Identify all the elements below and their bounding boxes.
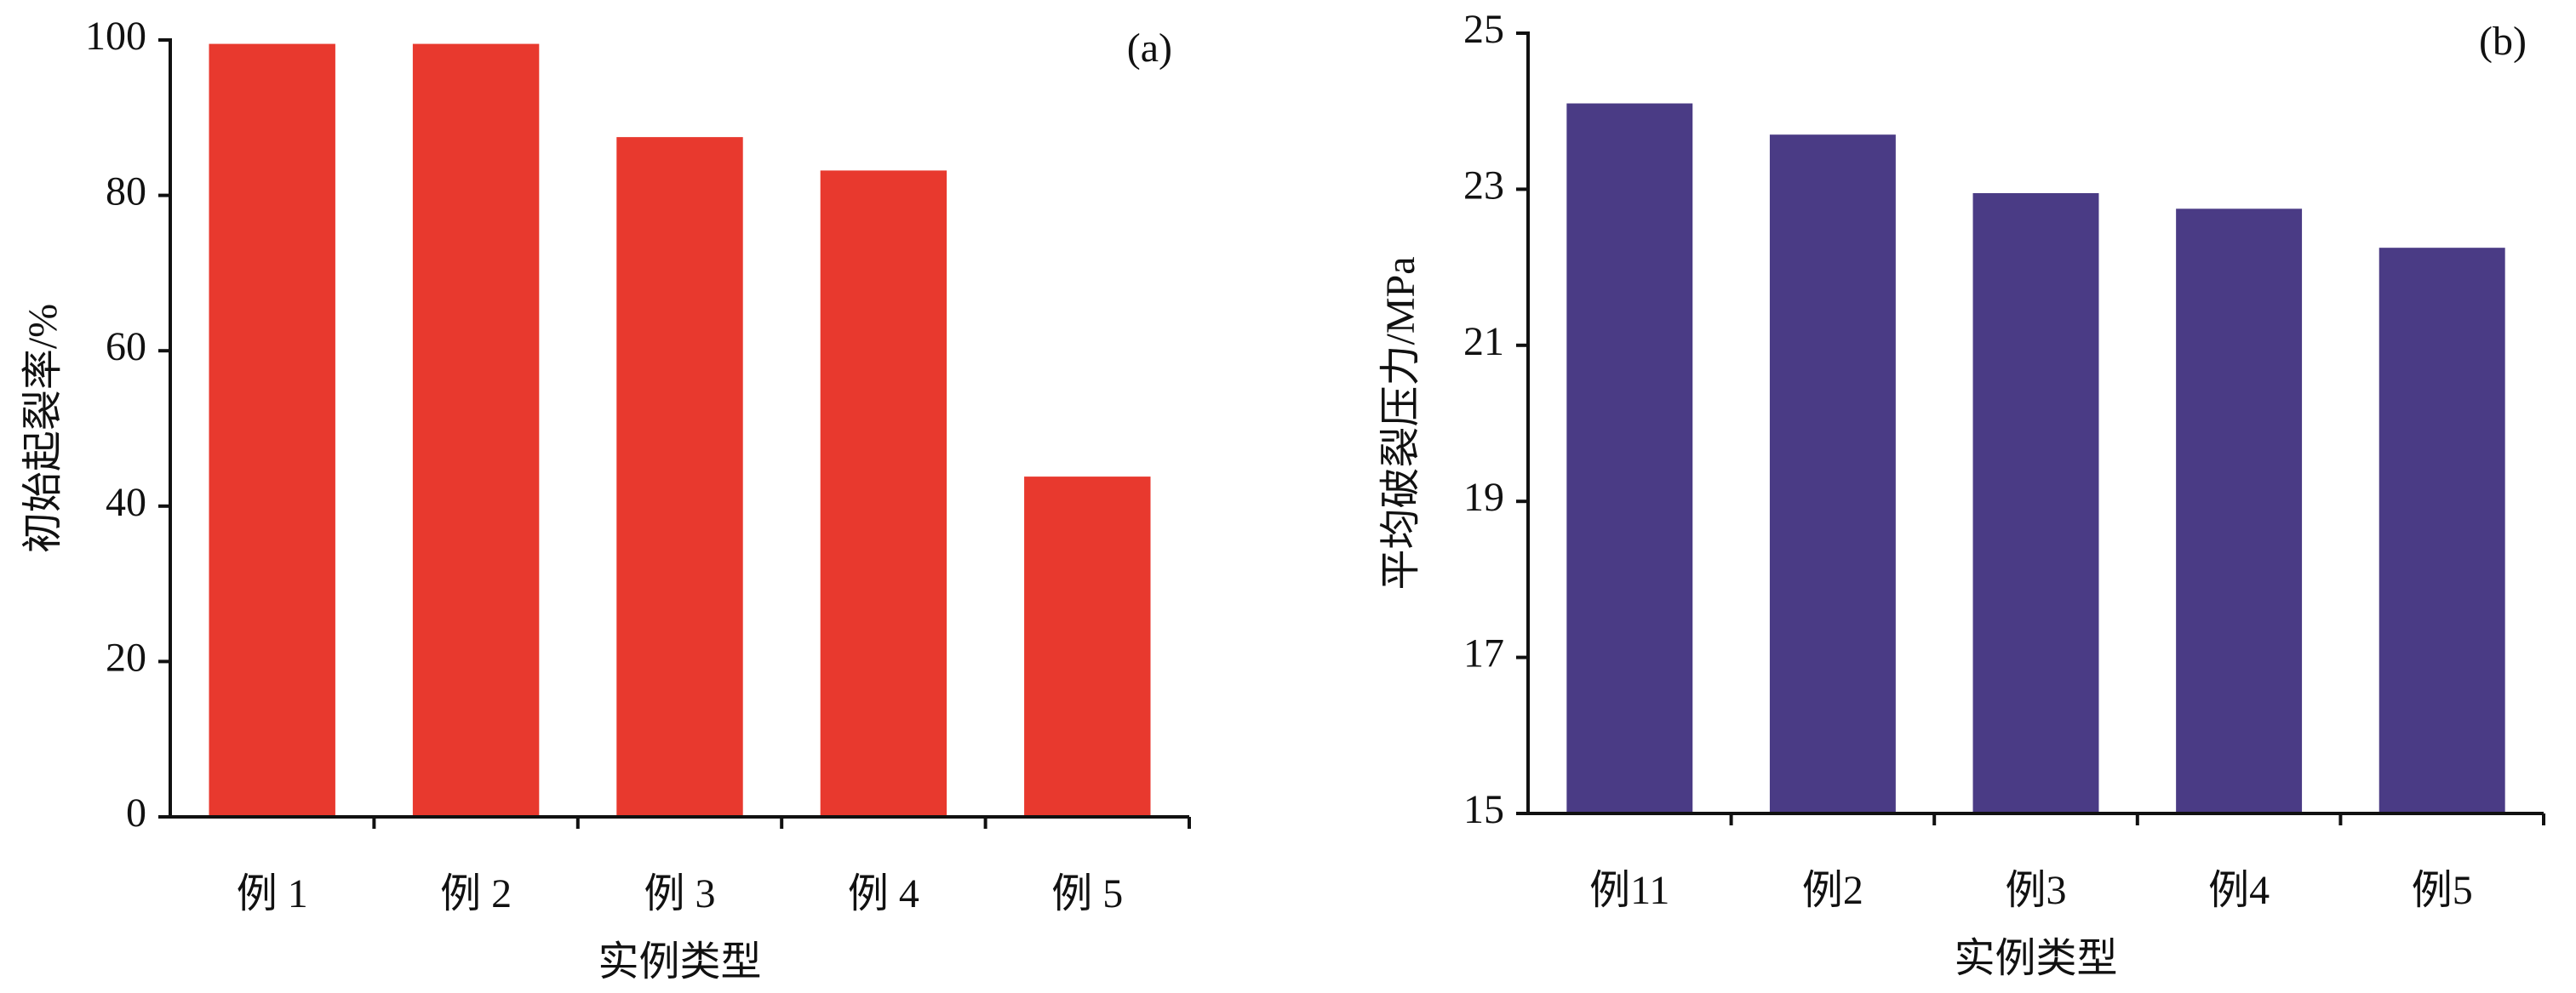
bar: [209, 43, 335, 817]
x-tick-label: 例4: [2208, 868, 2270, 913]
y-tick-label: 20: [106, 635, 146, 680]
x-tick-label: 例 5: [1051, 871, 1123, 916]
bar: [2176, 208, 2303, 813]
y-tick-label: 80: [106, 169, 146, 214]
bar: [616, 137, 743, 817]
x-tick-label: 例 1: [237, 871, 308, 916]
y-tick-label: 23: [1463, 163, 1504, 208]
x-tick-label: 例3: [2005, 868, 2066, 913]
x-tick-label: 例 2: [440, 871, 512, 916]
x-tick-label: 例2: [1802, 868, 1863, 913]
y-tick-label: 19: [1463, 475, 1504, 520]
y-axis-label: 初始起裂率/%: [20, 304, 66, 553]
y-tick-label: 0: [126, 790, 146, 836]
panel-label: (a): [1127, 26, 1172, 71]
x-tick-label: 例11: [1589, 868, 1669, 913]
bar: [820, 170, 947, 817]
bar: [1566, 103, 1693, 813]
y-tick-label: 17: [1463, 631, 1504, 676]
y-tick-label: 25: [1463, 7, 1504, 52]
bar: [412, 43, 540, 817]
y-tick-label: 40: [106, 480, 146, 525]
bar: [1024, 477, 1151, 817]
y-tick-label: 15: [1463, 787, 1504, 832]
y-axis-label: 平均破裂压力/MPa: [1378, 256, 1423, 590]
x-axis-label: 实例类型: [1954, 936, 2117, 981]
bar: [2379, 248, 2505, 813]
y-tick-label: 100: [85, 14, 146, 59]
panel-label: (b): [2479, 19, 2527, 64]
y-tick-label: 60: [106, 324, 146, 369]
x-tick-label: 例 3: [644, 871, 715, 916]
y-tick-label: 21: [1463, 319, 1504, 364]
x-tick-label: 例5: [2412, 868, 2473, 913]
bar: [1769, 134, 1896, 813]
x-tick-label: 例 4: [848, 871, 919, 916]
x-axis-label: 实例类型: [598, 939, 761, 984]
bar: [1972, 192, 2099, 814]
